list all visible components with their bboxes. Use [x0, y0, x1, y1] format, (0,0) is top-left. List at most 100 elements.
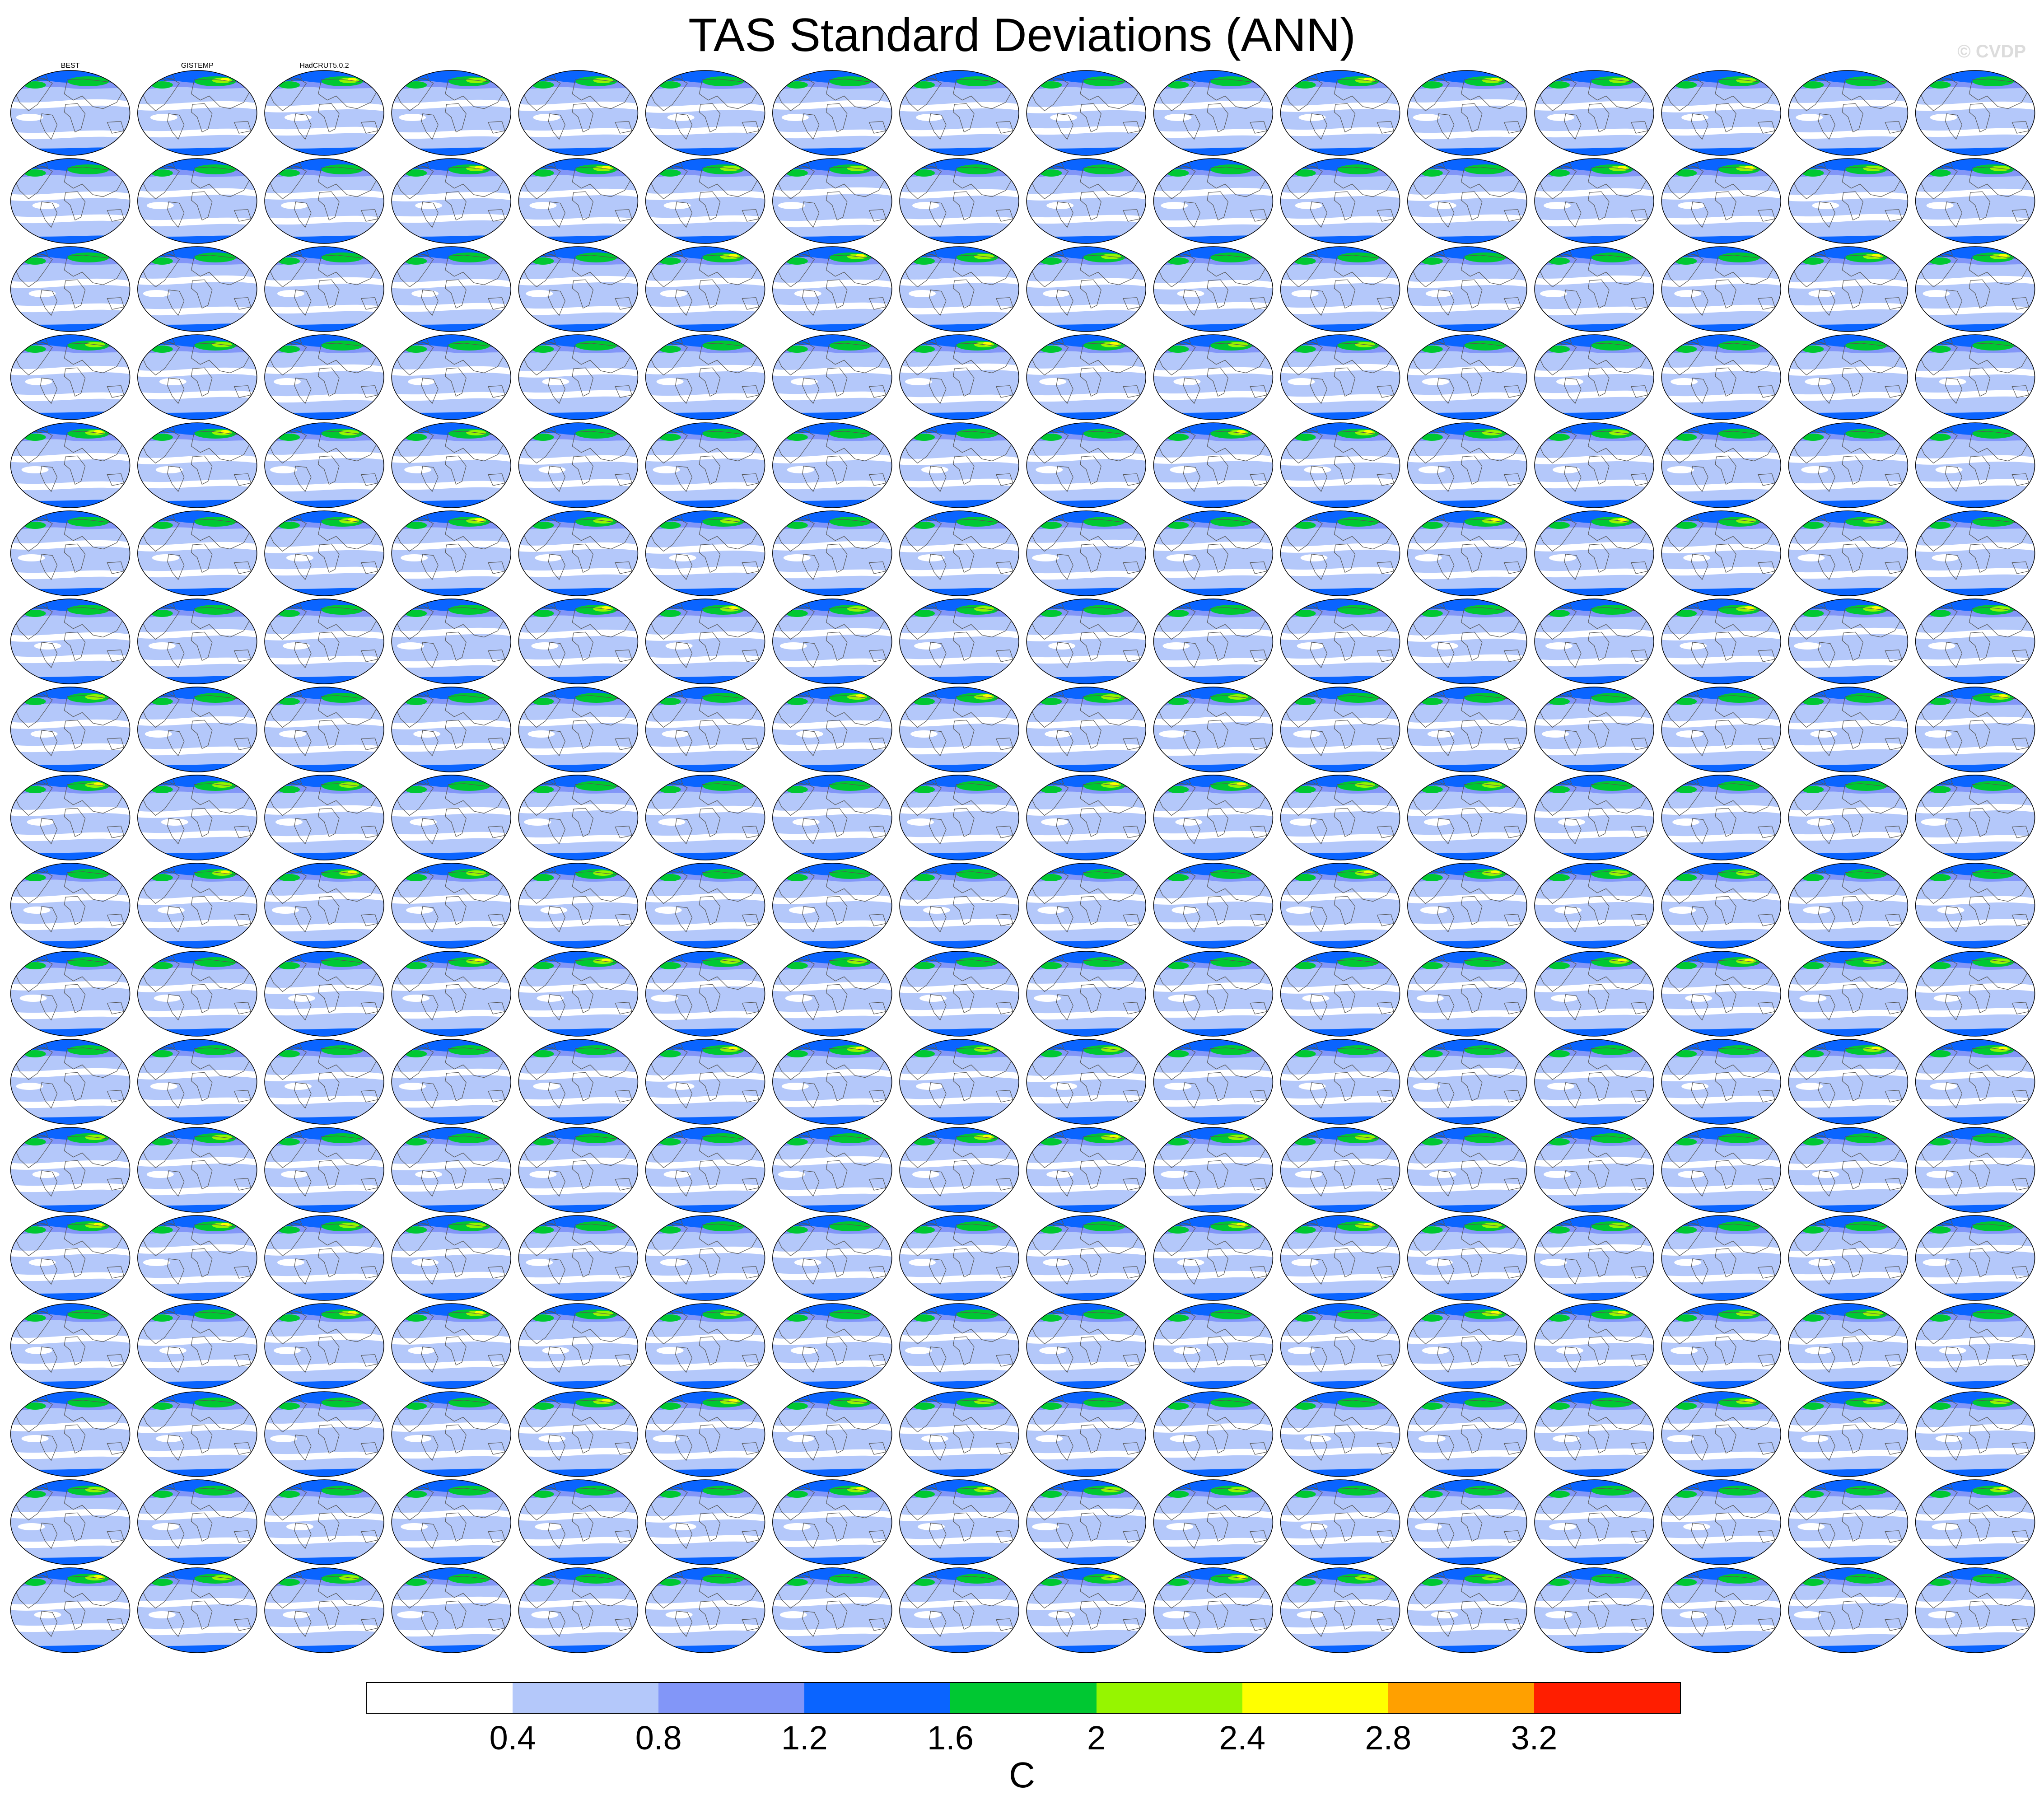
field-patch — [402, 995, 429, 1002]
map-panel — [3, 334, 138, 420]
field-antarctic — [1908, 940, 2043, 949]
field-land-patch — [1421, 169, 1443, 177]
field-patch — [1921, 818, 1948, 826]
map-panel — [1526, 422, 1662, 508]
field-patch — [1431, 642, 1458, 650]
map-panel — [1908, 951, 2043, 1037]
field-antarctic — [1018, 323, 1154, 332]
field-patch — [1547, 114, 1574, 121]
map-panel — [1653, 687, 1789, 772]
field-land-patch — [24, 522, 46, 529]
field-patch — [1290, 818, 1317, 826]
field-land-patch — [1675, 610, 1697, 617]
field-land-patch — [405, 1402, 427, 1410]
map-panel — [638, 1479, 773, 1565]
field-patch — [669, 554, 696, 561]
field-land-patch — [786, 1050, 808, 1057]
field-antarctic — [1400, 1292, 1535, 1301]
field-antarctic — [765, 1116, 900, 1125]
map-panel — [1780, 1215, 1916, 1301]
map-panel — [1145, 158, 1281, 244]
map-panel — [257, 246, 392, 332]
field-land-patch — [659, 1314, 681, 1322]
field-land-patch — [1167, 169, 1189, 177]
map-panel — [1400, 863, 1535, 949]
field-antarctic — [1908, 852, 2043, 860]
field-patch — [923, 907, 950, 914]
field-land-patch — [1421, 962, 1443, 969]
map-panel — [638, 1303, 773, 1389]
map-panel — [383, 951, 519, 1037]
map-panel — [1653, 158, 1789, 244]
map-panel — [891, 422, 1027, 508]
field-antarctic — [1780, 1468, 1916, 1477]
field-land-patch — [1675, 962, 1697, 969]
field-antarctic — [638, 147, 773, 156]
field-antarctic — [257, 1292, 392, 1301]
map-panel — [1400, 1215, 1535, 1301]
map-panel — [510, 510, 646, 596]
field-patch — [529, 1171, 556, 1178]
field-land-patch — [659, 1138, 681, 1145]
field-land-patch — [405, 522, 427, 529]
field-land-patch — [913, 81, 935, 89]
field-antarctic — [1908, 1028, 2043, 1037]
field-land-patch — [1040, 1050, 1062, 1057]
field-land-patch — [1802, 169, 1824, 177]
map-panel — [510, 158, 646, 244]
field-patch — [25, 378, 52, 385]
field-land-patch — [278, 1050, 300, 1057]
field-antarctic — [1653, 676, 1789, 684]
field-land-patch — [1548, 1402, 1570, 1410]
field-land-patch — [1675, 434, 1697, 441]
field-patch — [914, 642, 941, 650]
field-land-patch — [659, 1402, 681, 1410]
field-antarctic — [257, 411, 392, 420]
field-antarctic — [1526, 411, 1662, 420]
map-panel — [1273, 1039, 1408, 1125]
field-land-patch — [1167, 81, 1189, 89]
field-patch — [778, 202, 805, 209]
map-panel — [383, 1303, 519, 1389]
map-panel — [1526, 951, 1662, 1037]
field-antarctic — [1653, 1204, 1789, 1213]
map-panel — [765, 1303, 900, 1389]
map-panel — [1908, 1127, 2043, 1213]
field-land-patch — [1675, 786, 1697, 793]
field-antarctic — [1145, 1380, 1281, 1389]
field-antarctic — [130, 852, 265, 860]
field-land-patch — [659, 786, 681, 793]
field-patch — [274, 1347, 301, 1354]
field-patch — [1544, 202, 1571, 209]
field-antarctic — [1273, 588, 1408, 596]
field-antarctic — [383, 852, 519, 860]
field-land-patch — [913, 786, 935, 793]
field-antarctic — [1400, 676, 1535, 684]
field-land-patch — [151, 698, 173, 705]
field-antarctic — [1273, 764, 1408, 772]
field-land-patch — [1294, 434, 1316, 441]
field-patch — [1930, 1083, 1957, 1090]
field-land-patch — [913, 169, 935, 177]
field-antarctic — [638, 411, 773, 420]
field-patch — [912, 202, 939, 209]
field-land-patch — [532, 522, 554, 529]
field-land-patch — [1929, 786, 1951, 793]
field-patch — [909, 290, 936, 297]
field-antarctic — [1145, 1468, 1281, 1477]
field-patch — [657, 1347, 684, 1354]
field-land-patch — [278, 1491, 300, 1498]
field-land-patch — [1040, 786, 1062, 793]
field-antarctic — [765, 500, 900, 508]
map-panel — [638, 598, 773, 684]
field-antarctic — [638, 500, 773, 508]
field-land-patch — [1802, 786, 1824, 793]
field-patch — [1050, 1083, 1077, 1090]
map-panel — [1273, 951, 1408, 1037]
field-land-patch — [532, 1402, 554, 1410]
field-land-patch — [1548, 786, 1570, 793]
map-panel — [1908, 422, 2043, 508]
map-panel — [3, 1127, 138, 1213]
map-panel — [1653, 1127, 1789, 1213]
map-panel — [891, 510, 1027, 596]
